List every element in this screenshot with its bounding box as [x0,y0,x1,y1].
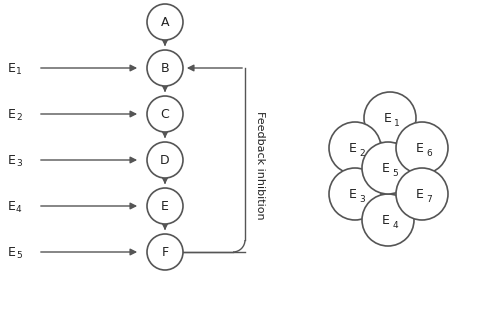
Text: D: D [160,153,169,166]
Circle shape [395,122,447,174]
Text: 7: 7 [425,194,431,203]
Text: 2: 2 [359,148,364,157]
Text: E: E [381,162,389,175]
Text: 4: 4 [391,220,397,229]
Text: Feedback inhibition: Feedback inhibition [255,111,265,219]
Text: E: E [8,61,16,74]
Circle shape [363,92,415,144]
Circle shape [147,4,183,40]
Text: 6: 6 [425,148,431,157]
Circle shape [147,96,183,132]
Text: 5: 5 [16,250,22,259]
Text: 3: 3 [358,194,364,203]
Text: E: E [161,200,169,212]
Text: 2: 2 [16,113,22,122]
Text: 3: 3 [16,158,22,167]
Circle shape [328,122,380,174]
Text: E: E [381,214,389,227]
Text: E: E [415,188,423,201]
Text: A: A [160,16,169,29]
Text: E: E [415,141,423,154]
Circle shape [147,188,183,224]
Text: 1: 1 [16,67,22,76]
Text: F: F [161,246,168,259]
Circle shape [361,142,413,194]
Circle shape [328,168,380,220]
Text: E: E [8,246,16,259]
Text: 5: 5 [391,169,397,178]
Text: 4: 4 [16,205,22,214]
Circle shape [147,234,183,270]
Text: E: E [8,200,16,212]
Text: E: E [348,188,356,201]
Circle shape [395,168,447,220]
Circle shape [361,194,413,246]
Text: E: E [8,153,16,166]
Text: C: C [160,108,169,121]
Text: E: E [8,108,16,121]
Text: E: E [348,141,356,154]
Text: E: E [383,112,391,125]
Circle shape [147,50,183,86]
Text: 1: 1 [393,118,399,127]
Text: B: B [160,61,169,74]
Circle shape [147,142,183,178]
